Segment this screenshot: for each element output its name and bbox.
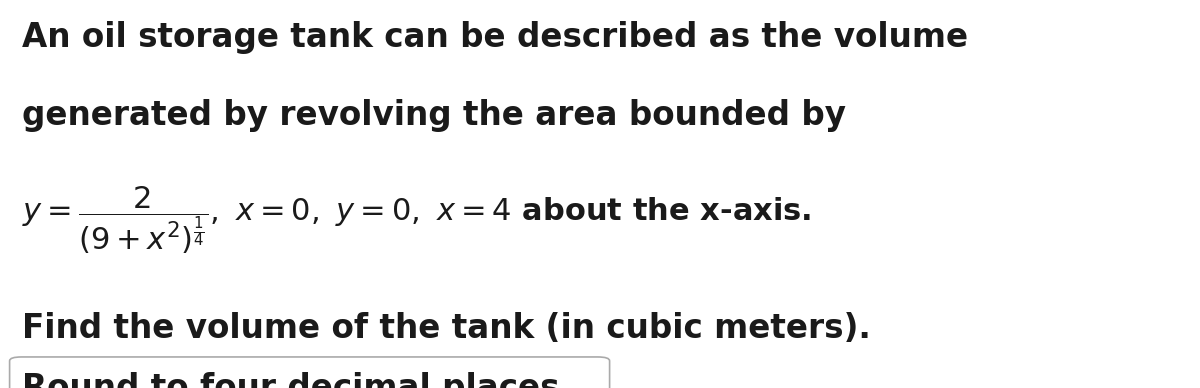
Text: An oil storage tank can be described as the volume: An oil storage tank can be described as … [22,21,967,54]
Text: Find the volume of the tank (in cubic meters).: Find the volume of the tank (in cubic me… [22,312,870,345]
Text: generated by revolving the area bounded by: generated by revolving the area bounded … [22,99,846,132]
Text: Round to four decimal places.: Round to four decimal places. [22,372,571,388]
Text: $y = \dfrac{2}{(9 + x^2)^{\frac{1}{4}}},\ x = 0,\ y = 0,\ x = 4$ about the x-axi: $y = \dfrac{2}{(9 + x^2)^{\frac{1}{4}}},… [22,184,811,256]
